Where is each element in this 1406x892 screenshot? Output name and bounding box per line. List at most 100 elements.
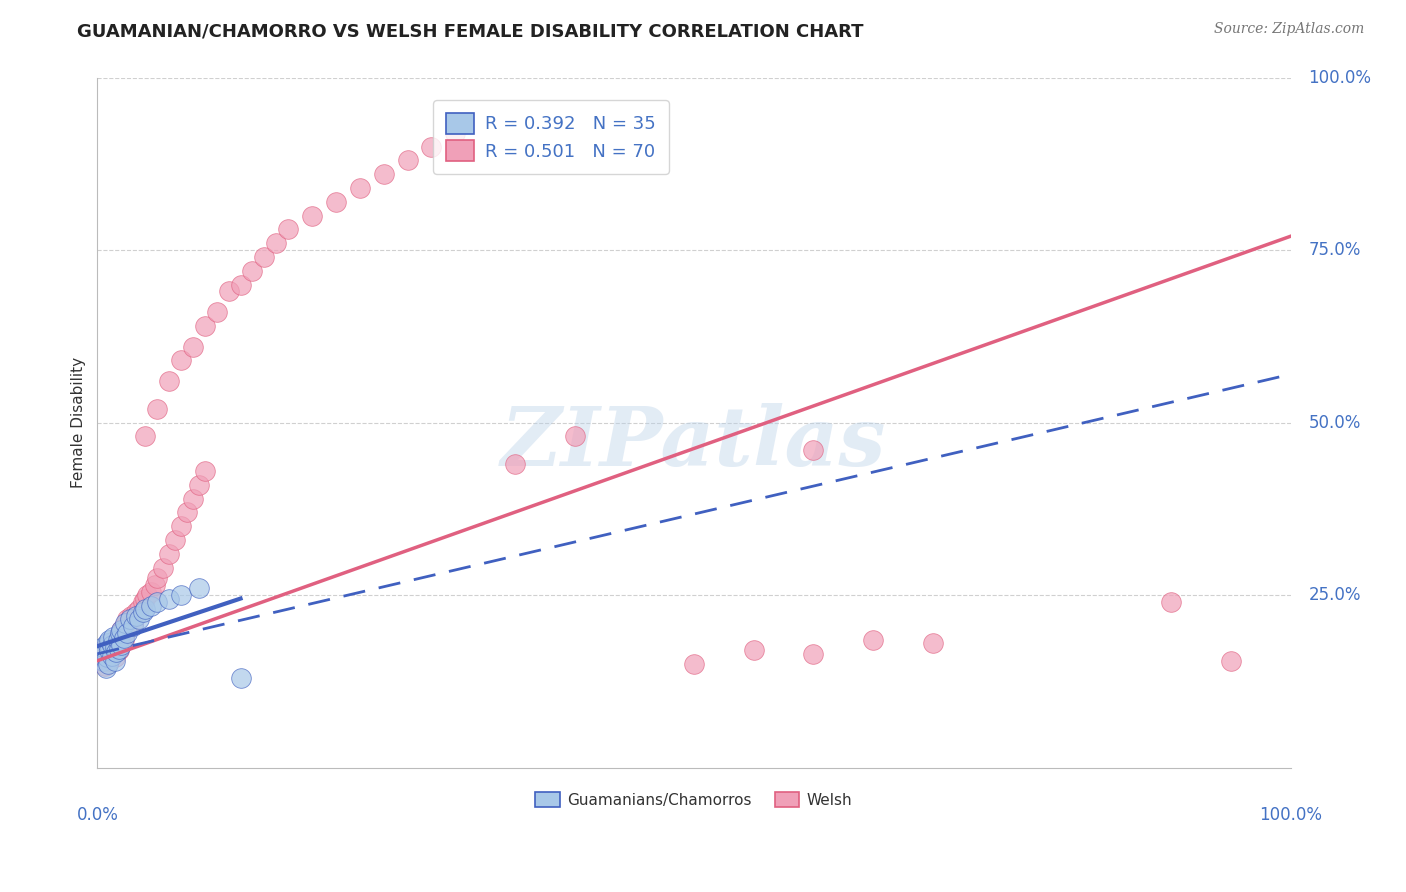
Point	[921, 636, 943, 650]
Point	[373, 167, 395, 181]
Legend: Guamanians/Chamorros, Welsh: Guamanians/Chamorros, Welsh	[527, 784, 860, 815]
Point	[91, 654, 114, 668]
Point	[96, 650, 118, 665]
Point	[136, 588, 159, 602]
Point	[420, 139, 443, 153]
Point	[110, 636, 132, 650]
Point	[146, 595, 169, 609]
Point	[124, 608, 146, 623]
Point	[266, 236, 288, 251]
Point	[194, 464, 217, 478]
Point	[104, 640, 127, 654]
Point	[104, 633, 127, 648]
Point	[131, 606, 153, 620]
Point	[181, 491, 204, 506]
Text: Source: ZipAtlas.com: Source: ZipAtlas.com	[1213, 22, 1364, 37]
Text: GUAMANIAN/CHAMORRO VS WELSH FEMALE DISABILITY CORRELATION CHART: GUAMANIAN/CHAMORRO VS WELSH FEMALE DISAB…	[77, 22, 863, 40]
Point	[170, 588, 193, 602]
Text: 100.0%: 100.0%	[1309, 69, 1371, 87]
Point	[96, 640, 118, 654]
Point	[564, 429, 586, 443]
Point	[444, 126, 467, 140]
Text: 0.0%: 0.0%	[76, 805, 118, 823]
Point	[229, 277, 252, 292]
Point	[801, 443, 824, 458]
Point	[801, 647, 824, 661]
Text: 50.0%: 50.0%	[1309, 414, 1361, 432]
Text: ZIPatlas: ZIPatlas	[501, 403, 887, 483]
Point	[139, 599, 162, 613]
Point	[100, 648, 122, 663]
Point	[115, 612, 138, 626]
Text: 75.0%: 75.0%	[1309, 241, 1361, 259]
Point	[100, 647, 122, 661]
Point	[218, 285, 240, 299]
Point	[110, 623, 132, 637]
Point	[157, 374, 180, 388]
Point	[98, 633, 121, 648]
Point	[93, 658, 115, 673]
Point	[122, 615, 145, 630]
Point	[862, 633, 884, 648]
Point	[152, 560, 174, 574]
Point	[181, 340, 204, 354]
Point	[98, 636, 121, 650]
Point	[157, 591, 180, 606]
Point	[110, 638, 132, 652]
Point	[229, 671, 252, 685]
Point	[128, 602, 150, 616]
Point	[112, 633, 135, 648]
Point	[115, 626, 138, 640]
Point	[89, 650, 111, 665]
Point	[100, 638, 122, 652]
Point	[187, 581, 209, 595]
Point	[1219, 654, 1241, 668]
Point	[104, 654, 127, 668]
Point	[349, 181, 371, 195]
Point	[98, 645, 121, 659]
Point	[742, 643, 765, 657]
Point	[131, 595, 153, 609]
Point	[101, 642, 124, 657]
Point	[101, 630, 124, 644]
Point	[1160, 595, 1182, 609]
Y-axis label: Female Disability: Female Disability	[72, 357, 86, 488]
Point	[104, 650, 127, 665]
Point	[146, 401, 169, 416]
Point	[97, 657, 120, 672]
Point	[108, 626, 131, 640]
Point	[105, 638, 128, 652]
Point	[90, 647, 112, 661]
Point	[110, 623, 132, 637]
Point	[139, 584, 162, 599]
Point	[194, 318, 217, 333]
Point	[94, 660, 117, 674]
Point	[683, 657, 706, 672]
Point	[163, 533, 186, 547]
Point	[120, 608, 142, 623]
Point	[115, 623, 138, 637]
Point	[301, 209, 323, 223]
Point	[91, 654, 114, 668]
Point	[134, 429, 156, 443]
Point	[105, 645, 128, 659]
Point	[253, 250, 276, 264]
Point	[118, 612, 141, 626]
Point	[91, 640, 114, 654]
Point	[98, 643, 121, 657]
Point	[134, 591, 156, 606]
Point	[114, 615, 136, 630]
Point	[277, 222, 299, 236]
Point	[124, 606, 146, 620]
Point	[170, 353, 193, 368]
Point	[107, 633, 129, 648]
Point	[176, 505, 198, 519]
Text: 25.0%: 25.0%	[1309, 586, 1361, 604]
Text: 100.0%: 100.0%	[1258, 805, 1322, 823]
Point	[96, 636, 118, 650]
Point	[94, 648, 117, 663]
Point	[187, 477, 209, 491]
Point	[157, 547, 180, 561]
Point	[325, 194, 347, 209]
Point	[112, 631, 135, 645]
